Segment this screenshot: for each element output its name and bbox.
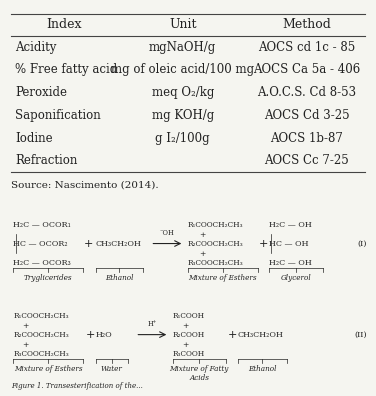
Text: R₂COOCH₂CH₃: R₂COOCH₂CH₃: [13, 331, 69, 339]
Text: % Free fatty acid: % Free fatty acid: [15, 63, 117, 76]
Text: mgNaOH/g: mgNaOH/g: [149, 41, 216, 54]
Text: +: +: [199, 231, 206, 239]
Text: +: +: [23, 322, 29, 330]
Text: Index: Index: [47, 18, 82, 31]
Text: +: +: [199, 250, 206, 258]
Text: Mixture of Esthers: Mixture of Esthers: [14, 365, 82, 373]
Text: mg of oleic acid/100 mg: mg of oleic acid/100 mg: [111, 63, 254, 76]
Text: H₂C — OH: H₂C — OH: [269, 259, 312, 267]
Text: +: +: [86, 329, 95, 340]
Text: AOCS Cc 7-25: AOCS Cc 7-25: [264, 154, 349, 168]
Text: Figure 1. Transesterification of the...: Figure 1. Transesterification of the...: [11, 382, 143, 390]
Text: Saponification: Saponification: [15, 109, 101, 122]
Text: ⁻OH: ⁻OH: [160, 229, 175, 237]
Text: Source: Nascimento (2014).: Source: Nascimento (2014).: [11, 180, 159, 189]
Text: Water: Water: [101, 365, 123, 373]
Text: Ethanol: Ethanol: [105, 274, 133, 282]
Text: HC — OH: HC — OH: [269, 240, 308, 248]
Text: Peroxide: Peroxide: [15, 86, 67, 99]
Text: AOCS Ca 5a - 406: AOCS Ca 5a - 406: [253, 63, 360, 76]
Text: (II): (II): [354, 331, 367, 339]
Text: +: +: [259, 238, 268, 249]
Text: +: +: [228, 329, 237, 340]
Text: H₂C — OCOR₃: H₂C — OCOR₃: [13, 259, 71, 267]
Text: Tryglicerides: Tryglicerides: [24, 274, 72, 282]
Text: Refraction: Refraction: [15, 154, 77, 168]
Text: +: +: [84, 238, 93, 249]
Text: g I₂/100g: g I₂/100g: [155, 131, 210, 145]
Text: R₃COOCH₂CH₃: R₃COOCH₂CH₃: [188, 259, 244, 267]
Text: meq O₂/kg: meq O₂/kg: [152, 86, 214, 99]
Text: (I): (I): [357, 240, 367, 248]
Text: CH₃CH₂OH: CH₃CH₂OH: [238, 331, 284, 339]
Text: mg KOH/g: mg KOH/g: [152, 109, 214, 122]
Text: H₂C — OH: H₂C — OH: [269, 221, 312, 228]
Text: Ethanol: Ethanol: [248, 365, 276, 373]
Text: R₂COOCH₂CH₃: R₂COOCH₂CH₃: [188, 240, 244, 248]
Text: Mixture of Fatty
Acids: Mixture of Fatty Acids: [170, 365, 229, 382]
Text: H₂O: H₂O: [96, 331, 113, 339]
Text: +: +: [23, 341, 29, 349]
Text: Mixture of Esthers: Mixture of Esthers: [188, 274, 257, 282]
Text: A.O.C.S. Cd 8-53: A.O.C.S. Cd 8-53: [257, 86, 356, 99]
Text: AOCS cd 1c - 85: AOCS cd 1c - 85: [258, 41, 355, 54]
Text: R₃COOCH₂CH₃: R₃COOCH₂CH₃: [13, 350, 69, 358]
Text: R₃COOH: R₃COOH: [173, 350, 205, 358]
Text: AOCS Cd 3-25: AOCS Cd 3-25: [264, 109, 349, 122]
Text: AOCS 1b-87: AOCS 1b-87: [270, 131, 343, 145]
Text: HC — OCOR₂: HC — OCOR₂: [13, 240, 68, 248]
Text: Iodine: Iodine: [15, 131, 53, 145]
Text: Acidity: Acidity: [15, 41, 56, 54]
Text: +: +: [182, 341, 189, 349]
Text: Method: Method: [282, 18, 331, 31]
Text: H⁺: H⁺: [148, 320, 157, 328]
Text: R₁COOCH₂CH₃: R₁COOCH₂CH₃: [13, 312, 69, 320]
Text: CH₃CH₂OH: CH₃CH₂OH: [96, 240, 142, 248]
Text: Glycerol: Glycerol: [281, 274, 311, 282]
Text: H₂C — OCOR₁: H₂C — OCOR₁: [13, 221, 71, 228]
Text: Unit: Unit: [169, 18, 196, 31]
Text: +: +: [182, 322, 189, 330]
Text: R₁COOCH₂CH₃: R₁COOCH₂CH₃: [188, 221, 244, 228]
Text: R₁COOH: R₁COOH: [173, 312, 205, 320]
Text: R₂COOH: R₂COOH: [173, 331, 205, 339]
